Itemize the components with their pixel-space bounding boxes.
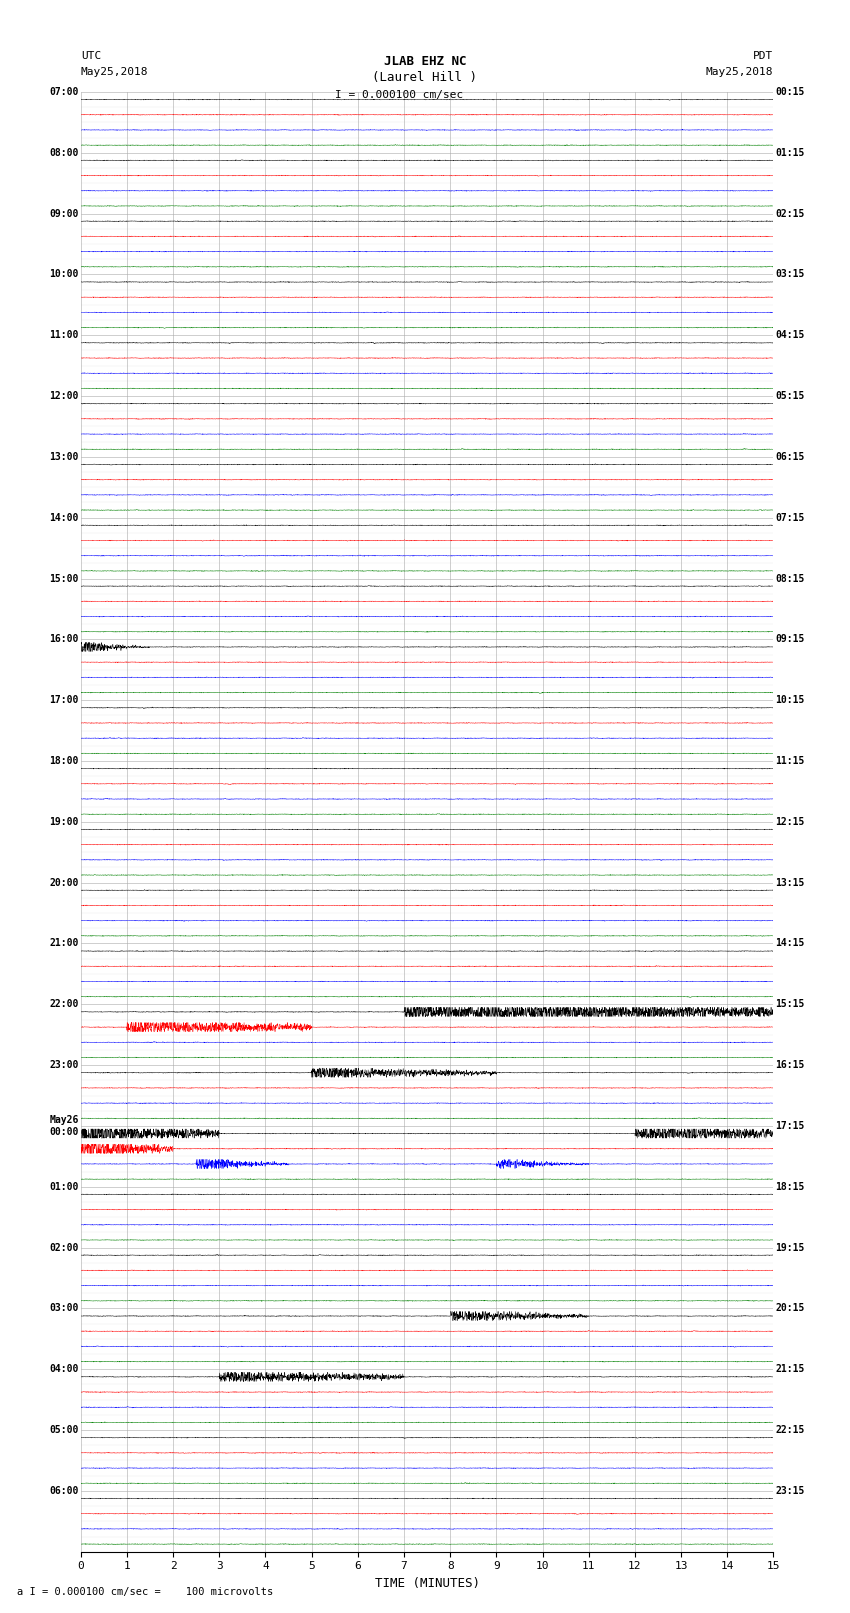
Text: 18:00: 18:00 <box>49 756 79 766</box>
Text: 19:00: 19:00 <box>49 816 79 827</box>
Text: 19:15: 19:15 <box>775 1242 805 1253</box>
Text: 04:15: 04:15 <box>775 331 805 340</box>
Text: 15:15: 15:15 <box>775 1000 805 1010</box>
Text: 08:15: 08:15 <box>775 574 805 584</box>
Text: PDT: PDT <box>753 52 774 61</box>
Text: JLAB EHZ NC: JLAB EHZ NC <box>383 55 467 68</box>
Text: 09:00: 09:00 <box>49 208 79 219</box>
Text: 17:00: 17:00 <box>49 695 79 705</box>
Text: 02:15: 02:15 <box>775 208 805 219</box>
Text: 08:00: 08:00 <box>49 148 79 158</box>
Text: 21:15: 21:15 <box>775 1365 805 1374</box>
Text: May25,2018: May25,2018 <box>706 68 774 77</box>
Text: 22:00: 22:00 <box>49 1000 79 1010</box>
Text: 20:15: 20:15 <box>775 1303 805 1313</box>
Text: a I = 0.000100 cm/sec =    100 microvolts: a I = 0.000100 cm/sec = 100 microvolts <box>17 1587 273 1597</box>
Text: 12:00: 12:00 <box>49 390 79 402</box>
Text: 15:00: 15:00 <box>49 574 79 584</box>
Text: 07:00: 07:00 <box>49 87 79 97</box>
Text: 16:00: 16:00 <box>49 634 79 644</box>
Text: 10:15: 10:15 <box>775 695 805 705</box>
Text: 18:15: 18:15 <box>775 1182 805 1192</box>
Text: 05:00: 05:00 <box>49 1424 79 1436</box>
Text: 10:00: 10:00 <box>49 269 79 279</box>
Text: 23:00: 23:00 <box>49 1060 79 1069</box>
Text: 05:15: 05:15 <box>775 390 805 402</box>
Text: 13:15: 13:15 <box>775 877 805 887</box>
Text: 03:00: 03:00 <box>49 1303 79 1313</box>
Text: 14:00: 14:00 <box>49 513 79 523</box>
Text: 07:15: 07:15 <box>775 513 805 523</box>
Text: 17:15: 17:15 <box>775 1121 805 1131</box>
Text: 01:00: 01:00 <box>49 1182 79 1192</box>
Text: 20:00: 20:00 <box>49 877 79 887</box>
Text: 04:00: 04:00 <box>49 1365 79 1374</box>
Text: 12:15: 12:15 <box>775 816 805 827</box>
Text: 13:00: 13:00 <box>49 452 79 461</box>
Text: 02:00: 02:00 <box>49 1242 79 1253</box>
Text: 22:15: 22:15 <box>775 1424 805 1436</box>
Text: I = 0.000100 cm/sec: I = 0.000100 cm/sec <box>336 90 463 100</box>
Text: UTC: UTC <box>81 52 101 61</box>
Text: 06:00: 06:00 <box>49 1486 79 1495</box>
Text: (Laurel Hill ): (Laurel Hill ) <box>372 71 478 84</box>
Text: 16:15: 16:15 <box>775 1060 805 1069</box>
Text: 00:15: 00:15 <box>775 87 805 97</box>
Text: 23:15: 23:15 <box>775 1486 805 1495</box>
X-axis label: TIME (MINUTES): TIME (MINUTES) <box>375 1578 479 1590</box>
Text: 01:15: 01:15 <box>775 148 805 158</box>
Text: 21:00: 21:00 <box>49 939 79 948</box>
Text: 14:15: 14:15 <box>775 939 805 948</box>
Text: 11:00: 11:00 <box>49 331 79 340</box>
Text: 06:15: 06:15 <box>775 452 805 461</box>
Text: May25,2018: May25,2018 <box>81 68 148 77</box>
Text: May26
00:00: May26 00:00 <box>49 1115 79 1137</box>
Text: 03:15: 03:15 <box>775 269 805 279</box>
Text: 09:15: 09:15 <box>775 634 805 644</box>
Text: 11:15: 11:15 <box>775 756 805 766</box>
